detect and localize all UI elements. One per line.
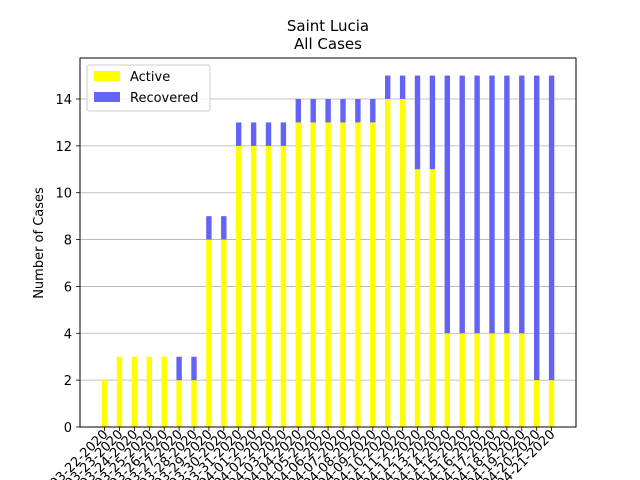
bar-active <box>474 333 480 427</box>
bar-active <box>206 239 212 427</box>
y-tick-label: 0 <box>64 421 72 436</box>
bar-active <box>534 380 540 427</box>
bar-active <box>429 169 436 428</box>
bar-active <box>116 356 123 427</box>
bar-recovered <box>474 75 480 334</box>
legend-label-active: Active <box>130 70 170 85</box>
bar-recovered <box>191 356 197 381</box>
y-tick-label: 2 <box>64 374 72 389</box>
bar-recovered <box>265 122 272 146</box>
bar-recovered <box>295 99 301 123</box>
bar-recovered <box>176 356 182 381</box>
bar-recovered <box>206 216 212 240</box>
bar-active <box>161 356 167 427</box>
legend: Active Recovered <box>86 64 211 112</box>
bar-active <box>221 239 227 427</box>
bar-active <box>385 99 391 427</box>
bar-active <box>325 122 331 427</box>
bar-active <box>101 380 108 427</box>
bar-recovered <box>548 75 555 381</box>
legend-label-recovered: Recovered <box>130 91 199 106</box>
bar-recovered <box>489 75 495 334</box>
bar-active <box>548 380 555 427</box>
bar-recovered <box>444 75 450 334</box>
bar-active <box>295 122 301 427</box>
bar-active <box>355 122 361 427</box>
bar-recovered <box>325 99 331 123</box>
bar-recovered <box>534 75 540 381</box>
bar-recovered <box>250 122 257 146</box>
y-tick-label: 12 <box>55 140 72 155</box>
bar-active <box>340 122 346 427</box>
y-tick-label: 6 <box>64 280 72 295</box>
bar-active <box>444 333 450 427</box>
y-tick-label: 4 <box>64 327 72 342</box>
bar-active <box>399 99 406 427</box>
bar-active <box>250 145 257 427</box>
y-tick-label: 10 <box>55 187 72 202</box>
plot-frame <box>79 57 577 428</box>
bar-recovered <box>340 99 346 123</box>
bar-recovered <box>236 122 242 146</box>
bar-active <box>489 333 495 427</box>
tick-labels: 0246810121403-22-202003-23-202003-24-202… <box>47 93 558 480</box>
bar-recovered <box>370 99 376 123</box>
bar-active <box>131 356 138 427</box>
bar-recovered <box>504 75 510 334</box>
axes <box>76 57 577 431</box>
bar-active <box>519 333 525 427</box>
chart-title: Saint Lucia <box>287 17 369 35</box>
bar-recovered <box>399 75 406 99</box>
chart-subtitle: All Cases <box>294 35 362 53</box>
bar-active <box>504 333 510 427</box>
bar-active <box>146 356 152 427</box>
bar-active <box>310 122 316 427</box>
bar-active <box>370 122 376 427</box>
bar-recovered <box>280 122 287 146</box>
bar-active <box>265 145 272 427</box>
bar-active <box>414 169 421 428</box>
bar-recovered <box>414 75 421 170</box>
y-tick-label: 8 <box>64 234 72 249</box>
bar-active <box>191 380 197 427</box>
bar-active <box>176 380 182 427</box>
bar-recovered <box>355 99 361 123</box>
bar-recovered <box>385 75 391 99</box>
bar-active <box>459 333 465 427</box>
bar-active <box>280 145 287 427</box>
bar-recovered <box>429 75 436 170</box>
bar-recovered <box>519 75 525 334</box>
bars <box>101 75 555 428</box>
bar-recovered <box>221 216 227 240</box>
bar-recovered <box>459 75 465 334</box>
y-axis-label: Number of Cases <box>32 187 47 299</box>
legend-swatch-recovered <box>94 92 120 102</box>
bar-active <box>236 145 242 427</box>
legend-swatch-active <box>94 71 120 81</box>
bar-recovered <box>310 99 316 123</box>
y-tick-label: 14 <box>55 93 72 108</box>
